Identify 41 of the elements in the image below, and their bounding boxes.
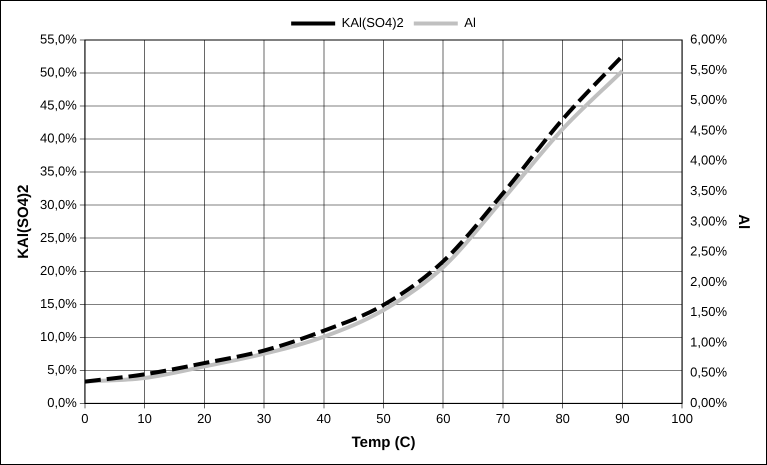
x-tick-label: 60 [436,410,450,426]
x-tick-label: 80 [555,410,570,426]
y2-tick-label: 4,00% [690,152,728,168]
y2-tick-label: 3,50% [690,182,728,198]
x-tick-label: 40 [316,410,332,426]
x-tick-label: 30 [256,410,272,426]
y-tick-label: 0,0% [47,394,78,410]
x-tick-label: 100 [671,410,693,426]
y-tick-label: 50,0% [40,64,78,80]
y-tick-label: 55,0% [40,32,78,47]
x-axis-title: Temp (C) [352,434,416,452]
y2-tick-label: 5,50% [690,62,728,77]
y2-tick-label: 0,50% [690,364,728,380]
y2-tick-label: 3,00% [690,213,728,228]
y-tick-label: 40,0% [40,130,78,146]
y2-tick-label: 1,50% [690,304,728,320]
y2-tick-label: 2,50% [690,244,728,259]
legend-label: KAl(SO4)2 [342,15,404,30]
y-tick-label: 25,0% [40,230,78,245]
y2-tick-label: 0,00% [690,394,728,410]
y2-tick-label: 2,00% [690,274,728,289]
x-tick-label: 10 [137,410,152,426]
y2-tick-label: 6,00% [690,32,728,47]
x-tick-label: 20 [197,410,212,426]
x-tick-label: 50 [376,410,391,426]
y-tick-label: 45,0% [40,98,78,113]
x-tick-label: 70 [496,410,510,426]
y2-tick-label: 5,00% [690,92,728,108]
x-tick-label: 90 [615,410,630,426]
y-tick-label: 30,0% [40,196,78,212]
y2-tick-label: 4,50% [690,122,728,138]
y-tick-label: 35,0% [40,164,78,179]
y-tick-label: 15,0% [40,296,78,311]
y2-axis-title: Al [734,214,752,230]
y-tick-label: 10,0% [40,328,78,344]
y-axis-title: KAl(SO4)2 [15,184,32,259]
x-tick-label: 0 [81,410,88,426]
y2-tick-label: 1,00% [690,334,728,350]
legend-label: Al [464,15,476,30]
y-tick-label: 20,0% [40,262,78,278]
y-tick-label: 5,0% [47,362,78,377]
